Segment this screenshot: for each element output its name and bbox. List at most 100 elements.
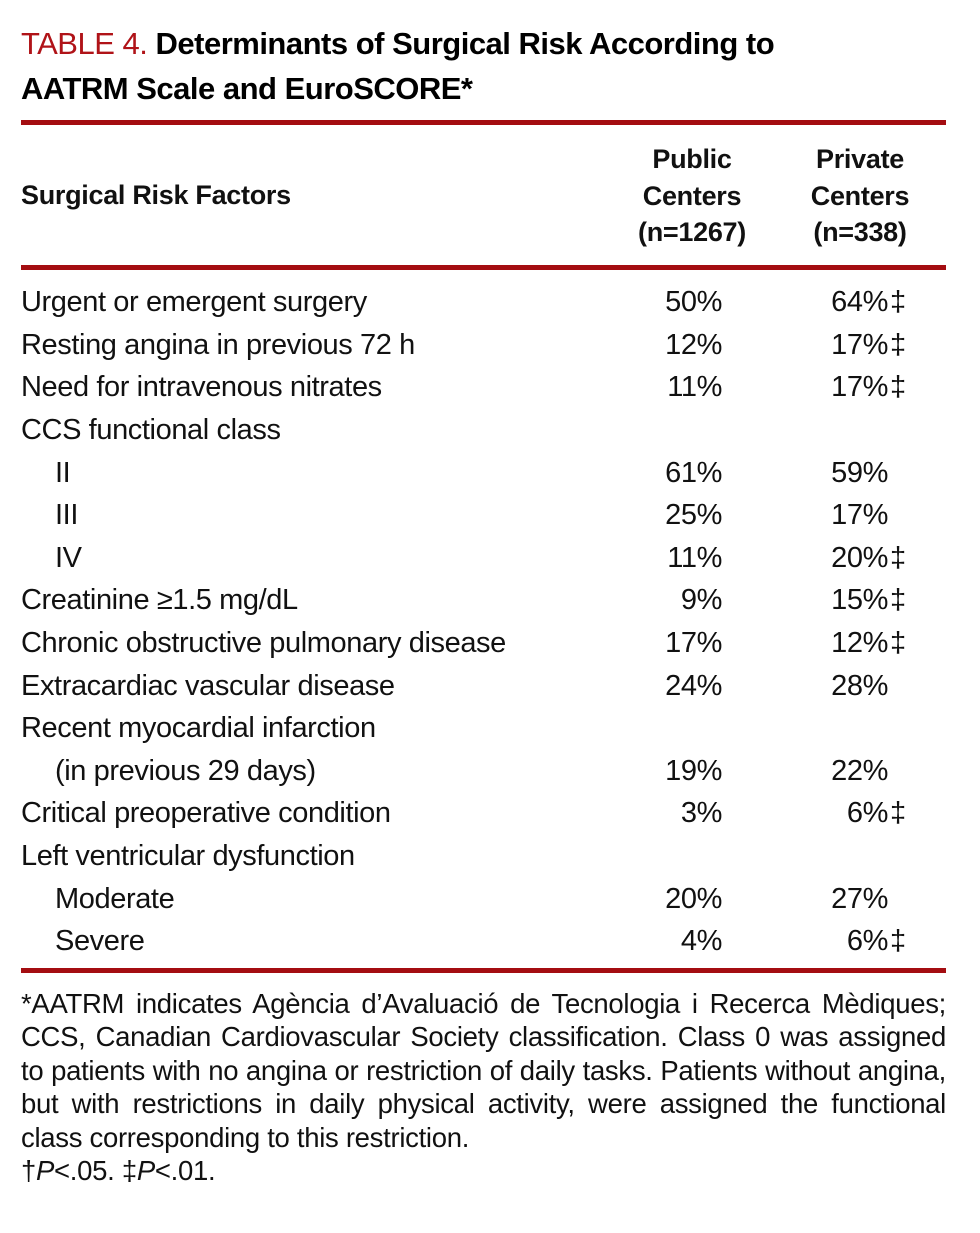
table-row: Moderate 20% 27% — [21, 878, 946, 921]
public-centers-value: 25% — [665, 499, 722, 532]
private-centers-cell: 59% — [722, 457, 946, 490]
private-centers-value: 20% — [831, 541, 888, 574]
risk-factor-label: Severe — [55, 925, 145, 958]
private-centers-value: 6% — [846, 925, 889, 958]
public-centers-value: 11% — [667, 371, 722, 404]
risk-factor-label: Need for intravenous nitrates — [21, 371, 382, 404]
significance-dagger: ‡ — [890, 925, 906, 958]
public-centers-value: 3% — [680, 797, 723, 830]
public-centers-value: 50% — [665, 286, 722, 319]
private-centers-cell: 20% ‡ — [722, 542, 946, 575]
private-centers-cell: 17% ‡ — [722, 329, 946, 362]
significance-dagger: ‡ — [890, 797, 906, 830]
table-row: IV 11% 20% ‡ — [21, 537, 946, 580]
table-row: Chronic obstructive pulmonary disease 17%… — [21, 622, 946, 665]
col-header-public-centers: Public Centers (n=1267) — [638, 144, 746, 247]
significance-dagger — [888, 670, 908, 703]
table-number-label: TABLE 4. — [21, 26, 156, 61]
private-centers-value: 27% — [831, 882, 888, 915]
table-title-line1: Determinants of Surgical Risk According … — [155, 26, 775, 61]
significance-dagger: ‡ — [890, 584, 906, 617]
table-body: Urgent or emergent surgery 50% 64% ‡ Resting… — [21, 270, 946, 969]
private-centers-value: 12% — [831, 627, 888, 660]
table-figure: TABLE 4. Determinants of Surgical Risk A… — [0, 21, 980, 1187]
table-row: Severe 4% 6% ‡ — [21, 920, 946, 963]
public-centers-value: 20% — [665, 882, 722, 915]
p-threshold: <.05. — [54, 1155, 122, 1187]
divider-header-rule — [21, 264, 946, 270]
footnote-text: *AATRM indicates Agència d’Avaluació de … — [21, 988, 946, 1153]
table-row: II 61% 59% — [21, 452, 946, 495]
significance-dagger: ‡ — [890, 328, 906, 361]
significance-dagger — [888, 499, 908, 532]
private-centers-cell: 22% — [722, 755, 946, 788]
public-centers-value: 9% — [680, 584, 723, 617]
p-value-symbol: † — [21, 1155, 36, 1187]
private-centers-value: 59% — [831, 456, 888, 489]
significance-dagger: ‡ — [890, 371, 906, 404]
significance-dagger — [888, 883, 908, 916]
risk-factor-label: III — [55, 499, 78, 532]
private-centers-value: 17% — [831, 328, 888, 361]
private-centers-cell: 6% ‡ — [722, 797, 946, 830]
private-centers-cell: 6% ‡ — [722, 925, 946, 958]
significance-dagger — [888, 457, 908, 490]
table-row: Left ventricular dysfunction — [21, 835, 946, 878]
private-centers-value: 22% — [831, 754, 888, 787]
risk-factor-label: Moderate — [55, 882, 175, 915]
divider-bottom-rule — [21, 968, 946, 973]
divider-top-rule — [21, 120, 946, 125]
p-label: P — [36, 1155, 55, 1187]
risk-factor-label: Extracardiac vascular disease — [21, 669, 395, 702]
table-title: TABLE 4. Determinants of Surgical Risk A… — [21, 21, 946, 111]
significance-dagger: ‡ — [890, 286, 906, 319]
private-centers-value: 15% — [831, 584, 888, 617]
significance-dagger: ‡ — [890, 541, 906, 574]
private-centers-value: 28% — [831, 669, 888, 702]
col-header-private-centers: Private Centers (n=338) — [810, 144, 910, 247]
table-row: CCS functional class — [21, 409, 946, 452]
table-row: Urgent or emergent surgery 50% 64% ‡ — [21, 282, 946, 325]
significance-dagger: ‡ — [890, 627, 906, 660]
risk-factor-label: Urgent or emergent surgery — [21, 286, 367, 319]
table-row: Resting angina in previous 72 h 12% 17% ‡ — [21, 324, 946, 367]
p-label: P — [136, 1155, 155, 1187]
public-centers-value: 61% — [665, 456, 722, 489]
significance-dagger — [888, 755, 908, 788]
col-header-risk-factors: Surgical Risk Factors — [21, 180, 291, 211]
risk-factor-label: Critical preoperative condition — [21, 797, 391, 830]
private-centers-cell: 15% ‡ — [722, 584, 946, 617]
public-centers-value: 4% — [680, 925, 723, 958]
table-row: Critical preoperative condition 3% 6% ‡ — [21, 793, 946, 836]
public-centers-value: 19% — [665, 754, 722, 787]
risk-factor-label: Recent myocardial infarction — [21, 712, 376, 745]
risk-factor-label: Left ventricular dysfunction — [21, 840, 355, 873]
private-centers-cell: 17% ‡ — [722, 371, 946, 404]
private-centers-cell: 27% — [722, 883, 946, 916]
private-centers-cell: 28% — [722, 670, 946, 703]
table-row: III 25% 17% — [21, 494, 946, 537]
risk-factor-label: Chronic obstructive pulmonary disease — [21, 627, 506, 660]
risk-factor-label: CCS functional class — [21, 414, 281, 447]
p-value-symbol: ‡ — [121, 1155, 137, 1187]
private-centers-cell: 12% ‡ — [722, 627, 946, 660]
table-row: Creatinine ≥1.5 mg/dL 9% 15% ‡ — [21, 580, 946, 623]
private-centers-cell: 64% ‡ — [722, 286, 946, 319]
private-centers-value: 64% — [831, 286, 888, 319]
private-centers-cell: 17% — [722, 499, 946, 532]
significance-note: †P<.05. ‡P<.01. — [21, 1154, 946, 1187]
private-centers-value: 6% — [846, 797, 889, 830]
public-centers-value: 12% — [665, 328, 722, 361]
table-column-headers: Surgical Risk Factors Public Centers (n=… — [21, 125, 946, 265]
private-centers-value: 17% — [831, 499, 888, 532]
table-row: Need for intravenous nitrates 11% 17% ‡ — [21, 367, 946, 410]
risk-factor-label: (in previous 29 days) — [55, 754, 316, 787]
table-title-line2: AATRM Scale and EuroSCORE* — [21, 71, 473, 106]
table-row: (in previous 29 days) 19% 22% — [21, 750, 946, 793]
private-centers-value: 17% — [831, 371, 888, 404]
table-row: Recent myocardial infarction — [21, 707, 946, 750]
risk-factor-label: Resting angina in previous 72 h — [21, 328, 415, 361]
risk-factor-label: IV — [55, 541, 82, 574]
risk-factor-label: Creatinine ≥1.5 mg/dL — [21, 584, 298, 617]
table-row: Extracardiac vascular disease 24% 28% — [21, 665, 946, 708]
